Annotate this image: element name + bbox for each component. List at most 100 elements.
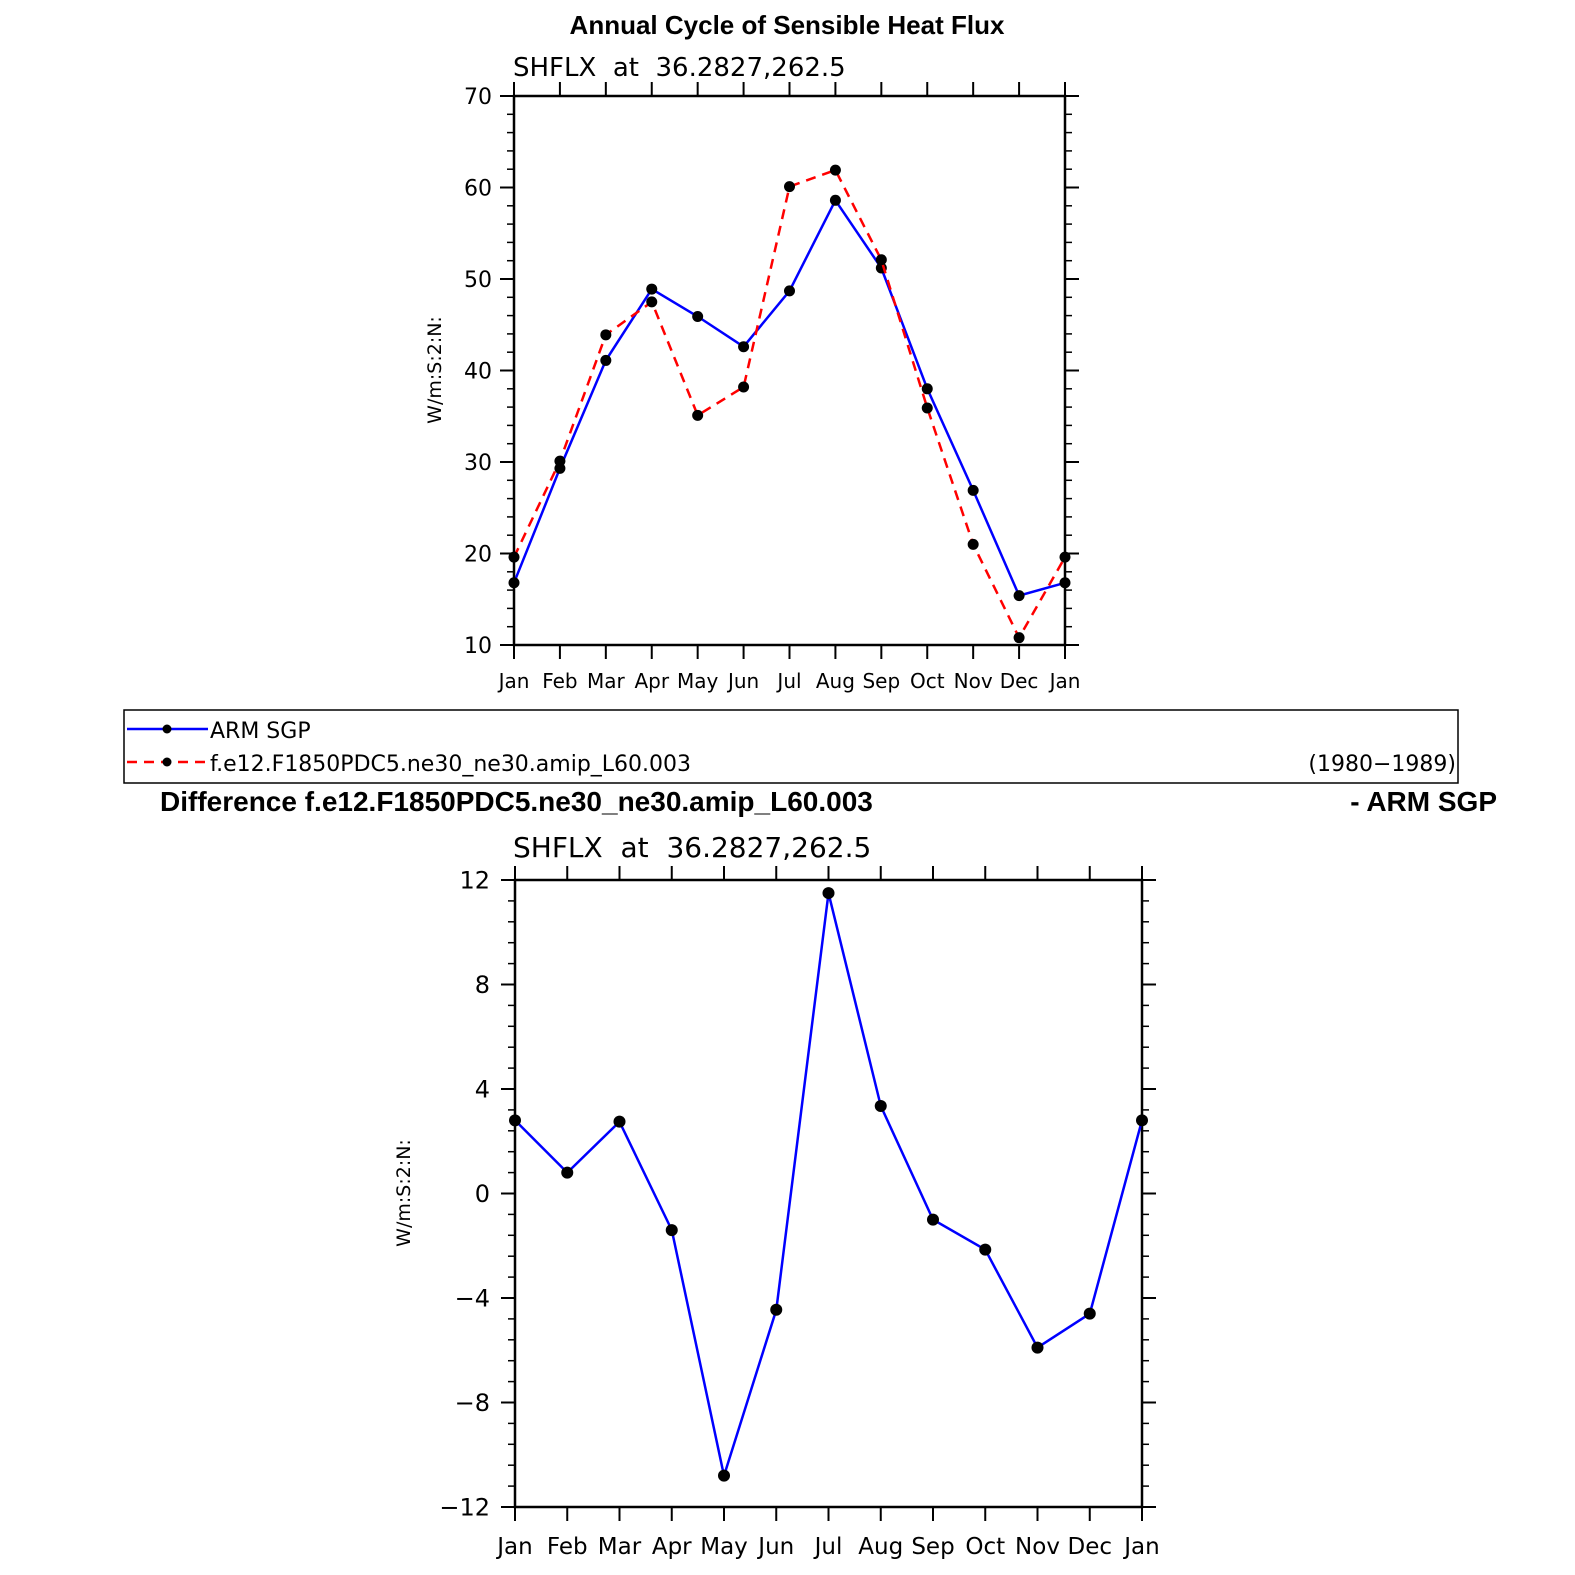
top-chart-series-line-1 <box>512 168 1067 641</box>
x-tick-label: Jun <box>756 1534 794 1560</box>
x-tick-label: Nov <box>1015 1534 1060 1560</box>
top-chart-ylabel: W/m:S:2:N: <box>424 316 446 424</box>
y-tick-label: 70 <box>464 85 492 110</box>
x-tick-label: Apr <box>652 1534 692 1560</box>
difference-title-right: - ARM SGP <box>1350 786 1497 817</box>
top-chart-series-1-point <box>921 402 933 414</box>
figure-title: Annual Cycle of Sensible Heat Flux <box>570 10 1005 40</box>
x-tick-label: Jan <box>1122 1534 1159 1560</box>
bottom-chart-series-0-point <box>718 1469 730 1482</box>
x-tick-label: Aug <box>858 1534 903 1560</box>
bottom-chart-series-0-point <box>822 887 835 900</box>
top-chart-series-0-point <box>600 354 612 366</box>
y-tick-label: 20 <box>464 542 492 567</box>
y-tick-label: −4 <box>455 1285 490 1313</box>
top-chart-series-1-point <box>829 164 841 176</box>
bottom-chart-series <box>509 887 1148 1482</box>
x-tick-label: Jan <box>497 669 530 693</box>
bottom-chart-series-0-point <box>1031 1341 1044 1354</box>
bottom-chart-series-0-point <box>927 1213 939 1226</box>
top-chart-series-1-point <box>738 381 750 393</box>
top-chart-series-0-point <box>646 283 658 295</box>
top-chart-ticks <box>500 82 1079 659</box>
x-tick-label: Jul <box>813 1534 843 1560</box>
legend-period: (1980−1989) <box>1308 752 1456 777</box>
bottom-chart-series-0-point <box>1083 1307 1096 1320</box>
x-tick-label: May <box>677 669 719 693</box>
bottom-chart-series-0-point <box>613 1115 626 1128</box>
top-chart-y-tick-labels: 10 20 30 40 50 60 70 <box>464 85 492 659</box>
top-chart-series-1-point <box>1059 551 1071 563</box>
bottom-chart-series-line-0 <box>514 892 1144 1481</box>
top-chart-x-tick-labels: Jan Feb Mar Apr May Jun Jul Aug Sep Oct Nov Dec Jan <box>497 669 1081 693</box>
top-chart-series-0-point <box>738 341 750 353</box>
top-chart-series-0-point <box>1059 577 1071 589</box>
top-chart-series-1-point <box>646 296 658 308</box>
difference-title-left: Difference f.e12.F1850PDC5.ne30_ne30.ami… <box>160 786 873 817</box>
x-tick-label: Dec <box>1000 669 1039 693</box>
x-tick-label: Feb <box>542 669 577 693</box>
y-tick-label: 12 <box>459 867 490 895</box>
top-chart-series-line-0 <box>512 197 1066 598</box>
y-tick-label: 60 <box>464 176 492 201</box>
x-tick-label: Jan <box>1048 669 1081 693</box>
legend: ARM SGP f.e12.F1850PDC5.ne30_ne30.amip_L… <box>123 709 1459 784</box>
bottom-chart-series-0-point <box>509 1114 521 1127</box>
bottom-chart-ticks <box>501 866 1156 1521</box>
bottom-chart-series-0-point <box>770 1303 783 1316</box>
x-tick-label: Nov <box>954 669 993 693</box>
legend-label-arm: ARM SGP <box>210 719 311 744</box>
y-tick-label: 8 <box>475 971 490 999</box>
x-tick-label: Oct <box>965 1534 1005 1560</box>
top-chart-series-1-point <box>1013 632 1025 644</box>
y-tick-label: 50 <box>464 268 492 293</box>
bottom-chart-ylabel: W/m:S:2:N: <box>393 1139 415 1247</box>
y-tick-label: −12 <box>439 1494 490 1522</box>
bottom-chart: SHFLX at 36.2827,262.5 W/m:S:2:N: Jan Feb… <box>393 831 1160 1560</box>
y-tick-label: 0 <box>475 1180 490 1208</box>
bottom-chart-x-tick-labels: Jan Feb Mar Apr May Jun Jul Aug Sep Oct Nov Dec Jan <box>495 1534 1159 1560</box>
y-tick-label: 30 <box>464 451 492 476</box>
x-tick-label: Jun <box>726 669 759 693</box>
x-tick-label: May <box>700 1534 748 1560</box>
x-tick-label: Jan <box>495 1534 532 1560</box>
y-tick-label: 40 <box>464 359 492 384</box>
legend-marker-arm <box>162 724 172 734</box>
x-tick-label: Sep <box>911 1534 954 1560</box>
bottom-chart-subtitle: SHFLX at 36.2827,262.5 <box>513 831 871 864</box>
y-tick-label: 10 <box>464 634 492 659</box>
x-tick-label: Mar <box>587 669 626 693</box>
top-chart-subtitle: SHFLX at 36.2827,262.5 <box>513 53 846 83</box>
bottom-chart-series-0-point <box>561 1166 574 1179</box>
x-tick-label: Dec <box>1067 1534 1112 1560</box>
legend-label-model: f.e12.F1850PDC5.ne30_ne30.amip_L60.003 <box>210 752 691 777</box>
x-tick-label: Feb <box>547 1534 588 1560</box>
top-chart-series-0-point <box>784 285 795 297</box>
bottom-chart-series-0-point <box>665 1224 678 1237</box>
legend-box <box>123 709 1459 784</box>
top-chart-series-1-point <box>875 254 887 266</box>
x-tick-label: Sep <box>862 669 900 693</box>
x-tick-label: Oct <box>910 669 945 693</box>
top-chart-series-1-point <box>600 329 612 341</box>
top-chart-series-0-point <box>921 383 933 395</box>
legend-marker-model <box>162 757 172 767</box>
top-chart-series-1-point <box>554 455 566 467</box>
y-tick-label: −8 <box>455 1389 490 1417</box>
bottom-chart-series-0-point <box>874 1099 887 1112</box>
top-chart-series-0-point <box>508 577 520 589</box>
x-tick-label: Jul <box>775 669 801 693</box>
top-chart-series-0-point <box>967 484 979 496</box>
x-tick-label: Mar <box>598 1534 642 1560</box>
top-chart-series-1-point <box>692 409 704 421</box>
top-chart-series-0-point <box>1013 590 1025 602</box>
bottom-chart-series-0-point <box>1136 1114 1148 1127</box>
bottom-chart-series-0-point <box>979 1243 992 1256</box>
top-chart-series-0-point <box>829 194 841 206</box>
top-chart: SHFLX at 36.2827,262.5 W/m:S:2:N: Jan Feb… <box>424 53 1080 693</box>
top-chart-series-1-point <box>967 538 979 550</box>
top-chart-series-1-point <box>508 551 520 563</box>
bottom-chart-plot-frame <box>513 878 1144 1509</box>
y-tick-label: 4 <box>475 1076 490 1104</box>
